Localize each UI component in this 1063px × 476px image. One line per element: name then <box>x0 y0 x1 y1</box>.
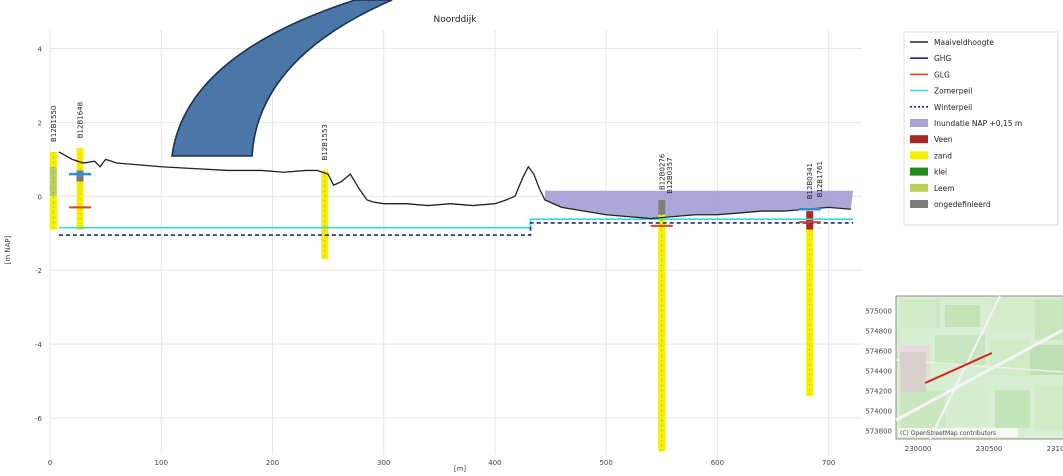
borehole-label: B12B0276 <box>658 153 666 190</box>
legend-label: Veen <box>934 135 953 144</box>
map-urban-area <box>900 352 926 392</box>
map-field <box>995 390 1030 428</box>
map-x-tick-label: 230500 <box>976 445 1003 453</box>
y-axis-label: [m NAP] <box>4 235 12 264</box>
legend-label: Inundatie NAP +0,15 m <box>934 119 1022 128</box>
borehole-label: B12B1553 <box>321 124 329 160</box>
axis-tick-labels: 0 100 200 300 400 500 600 700 4 2 0 -2 -4 -6 <box>35 45 835 467</box>
borehole-layer-veen <box>806 211 814 230</box>
series-lines <box>58 151 854 236</box>
map-y-tick-label: 574000 <box>865 408 892 416</box>
y-tick-label: 0 <box>38 193 42 201</box>
y-tick-label: -2 <box>35 267 42 275</box>
legend: Maaiveldhoogte GHG GLG Zomerpeil Winterpeil I… <box>903 31 1059 226</box>
legend-label: Leem <box>934 184 955 193</box>
map-field <box>1035 300 1063 340</box>
borehole-layer-zand <box>76 148 84 171</box>
map-y-tick-label: 573800 <box>865 428 892 436</box>
borehole-layer-zand <box>658 214 666 452</box>
grid-lines <box>49 30 862 455</box>
map-y-tick-label: 574400 <box>865 368 892 376</box>
map-y-tick-label: 574600 <box>865 348 892 356</box>
borehole-labels: B12B1550 B12B1648 B12B1553 B12B0276 B12B0357… <box>50 102 824 199</box>
map-field <box>1035 385 1063 430</box>
legend-swatch <box>910 119 928 127</box>
map-y-tick-label: 575000 <box>865 308 892 316</box>
legend-swatch <box>910 151 928 160</box>
x-tick-label: 300 <box>377 459 390 467</box>
map-x-tick-label: 230000 <box>905 445 932 453</box>
borehole-label: B12B1550 <box>50 106 58 142</box>
borehole-label: B12B1761 <box>816 161 824 197</box>
map-attribution-bg <box>898 428 1018 437</box>
y-tick-label: -4 <box>35 341 43 349</box>
borehole-label: B12B1648 <box>77 102 85 138</box>
borehole-layer-zand <box>76 181 84 230</box>
map-field <box>900 300 940 328</box>
arc-annotation-shape <box>171 0 393 157</box>
inundation-fill <box>544 190 854 219</box>
borehole-layer-ongedefinieerd <box>658 200 666 215</box>
x-tick-label: 600 <box>711 459 724 467</box>
map-x-tick-label: 231000 <box>1047 445 1063 453</box>
borehole-label: B12B0357 <box>666 157 674 193</box>
maaiveldhoogte-line <box>58 151 851 220</box>
map-road <box>929 295 1001 440</box>
borehole-layer-leem <box>49 166 57 197</box>
x-tick-label: 200 <box>266 459 279 467</box>
legend-label: Zomerpeil <box>934 87 972 96</box>
map-attribution: (C) OpenStreetMap contributors <box>900 430 996 437</box>
x-axis-label: [m] <box>454 465 467 473</box>
map-road <box>895 328 1063 422</box>
legend-swatch <box>910 183 928 192</box>
borehole-layer-zand <box>806 229 814 396</box>
borehole-layer-ongedefinieerd <box>76 170 84 182</box>
y-tick-label: 4 <box>38 45 43 53</box>
legend-label: ongedefinieerd <box>934 200 991 209</box>
x-tick-label: 400 <box>488 459 501 467</box>
x-tick-label: 0 <box>48 459 52 467</box>
x-tick-label: 700 <box>822 459 835 467</box>
borehole-layer-zand <box>49 151 57 167</box>
map-y-tick-label: 574200 <box>865 388 892 396</box>
legend-label: GHG <box>934 54 951 63</box>
map-y-tick-label: 574800 <box>865 328 892 336</box>
x-tick-label: 100 <box>155 459 168 467</box>
borehole-label: B12B0341 <box>806 163 814 199</box>
legend-swatch <box>910 167 928 176</box>
location-map-inset: (C) OpenStreetMap contributors 575000 5748… <box>865 295 1063 453</box>
map-profile-line <box>924 352 993 384</box>
legend-label: zand <box>934 151 952 160</box>
legend-swatch <box>910 135 928 144</box>
legend-frame <box>903 31 1059 226</box>
borehole-columns <box>49 148 820 452</box>
map-field <box>945 305 980 327</box>
y-tick-label: 2 <box>38 119 42 127</box>
legend-label: GLG <box>934 70 950 79</box>
x-tick-label: 500 <box>599 459 612 467</box>
legend-swatch <box>910 200 928 208</box>
map-field <box>950 385 990 425</box>
legend-label: klei <box>934 168 947 177</box>
y-tick-label: -6 <box>35 415 43 423</box>
winterpeil-line <box>58 222 854 236</box>
borehole-layer-zand <box>321 170 329 260</box>
inundation-area <box>544 190 854 219</box>
legend-label: Winterpeil <box>934 103 972 112</box>
map-field <box>990 300 1035 330</box>
water-level-markers <box>69 172 821 227</box>
profile-plot: 0 100 200 300 400 500 600 700 4 2 0 -2 -4 -6 B12B1550… <box>4 15 862 473</box>
legend-label: Maaiveldhoogte <box>934 38 994 47</box>
chart-title: Noorddijk <box>434 15 478 25</box>
